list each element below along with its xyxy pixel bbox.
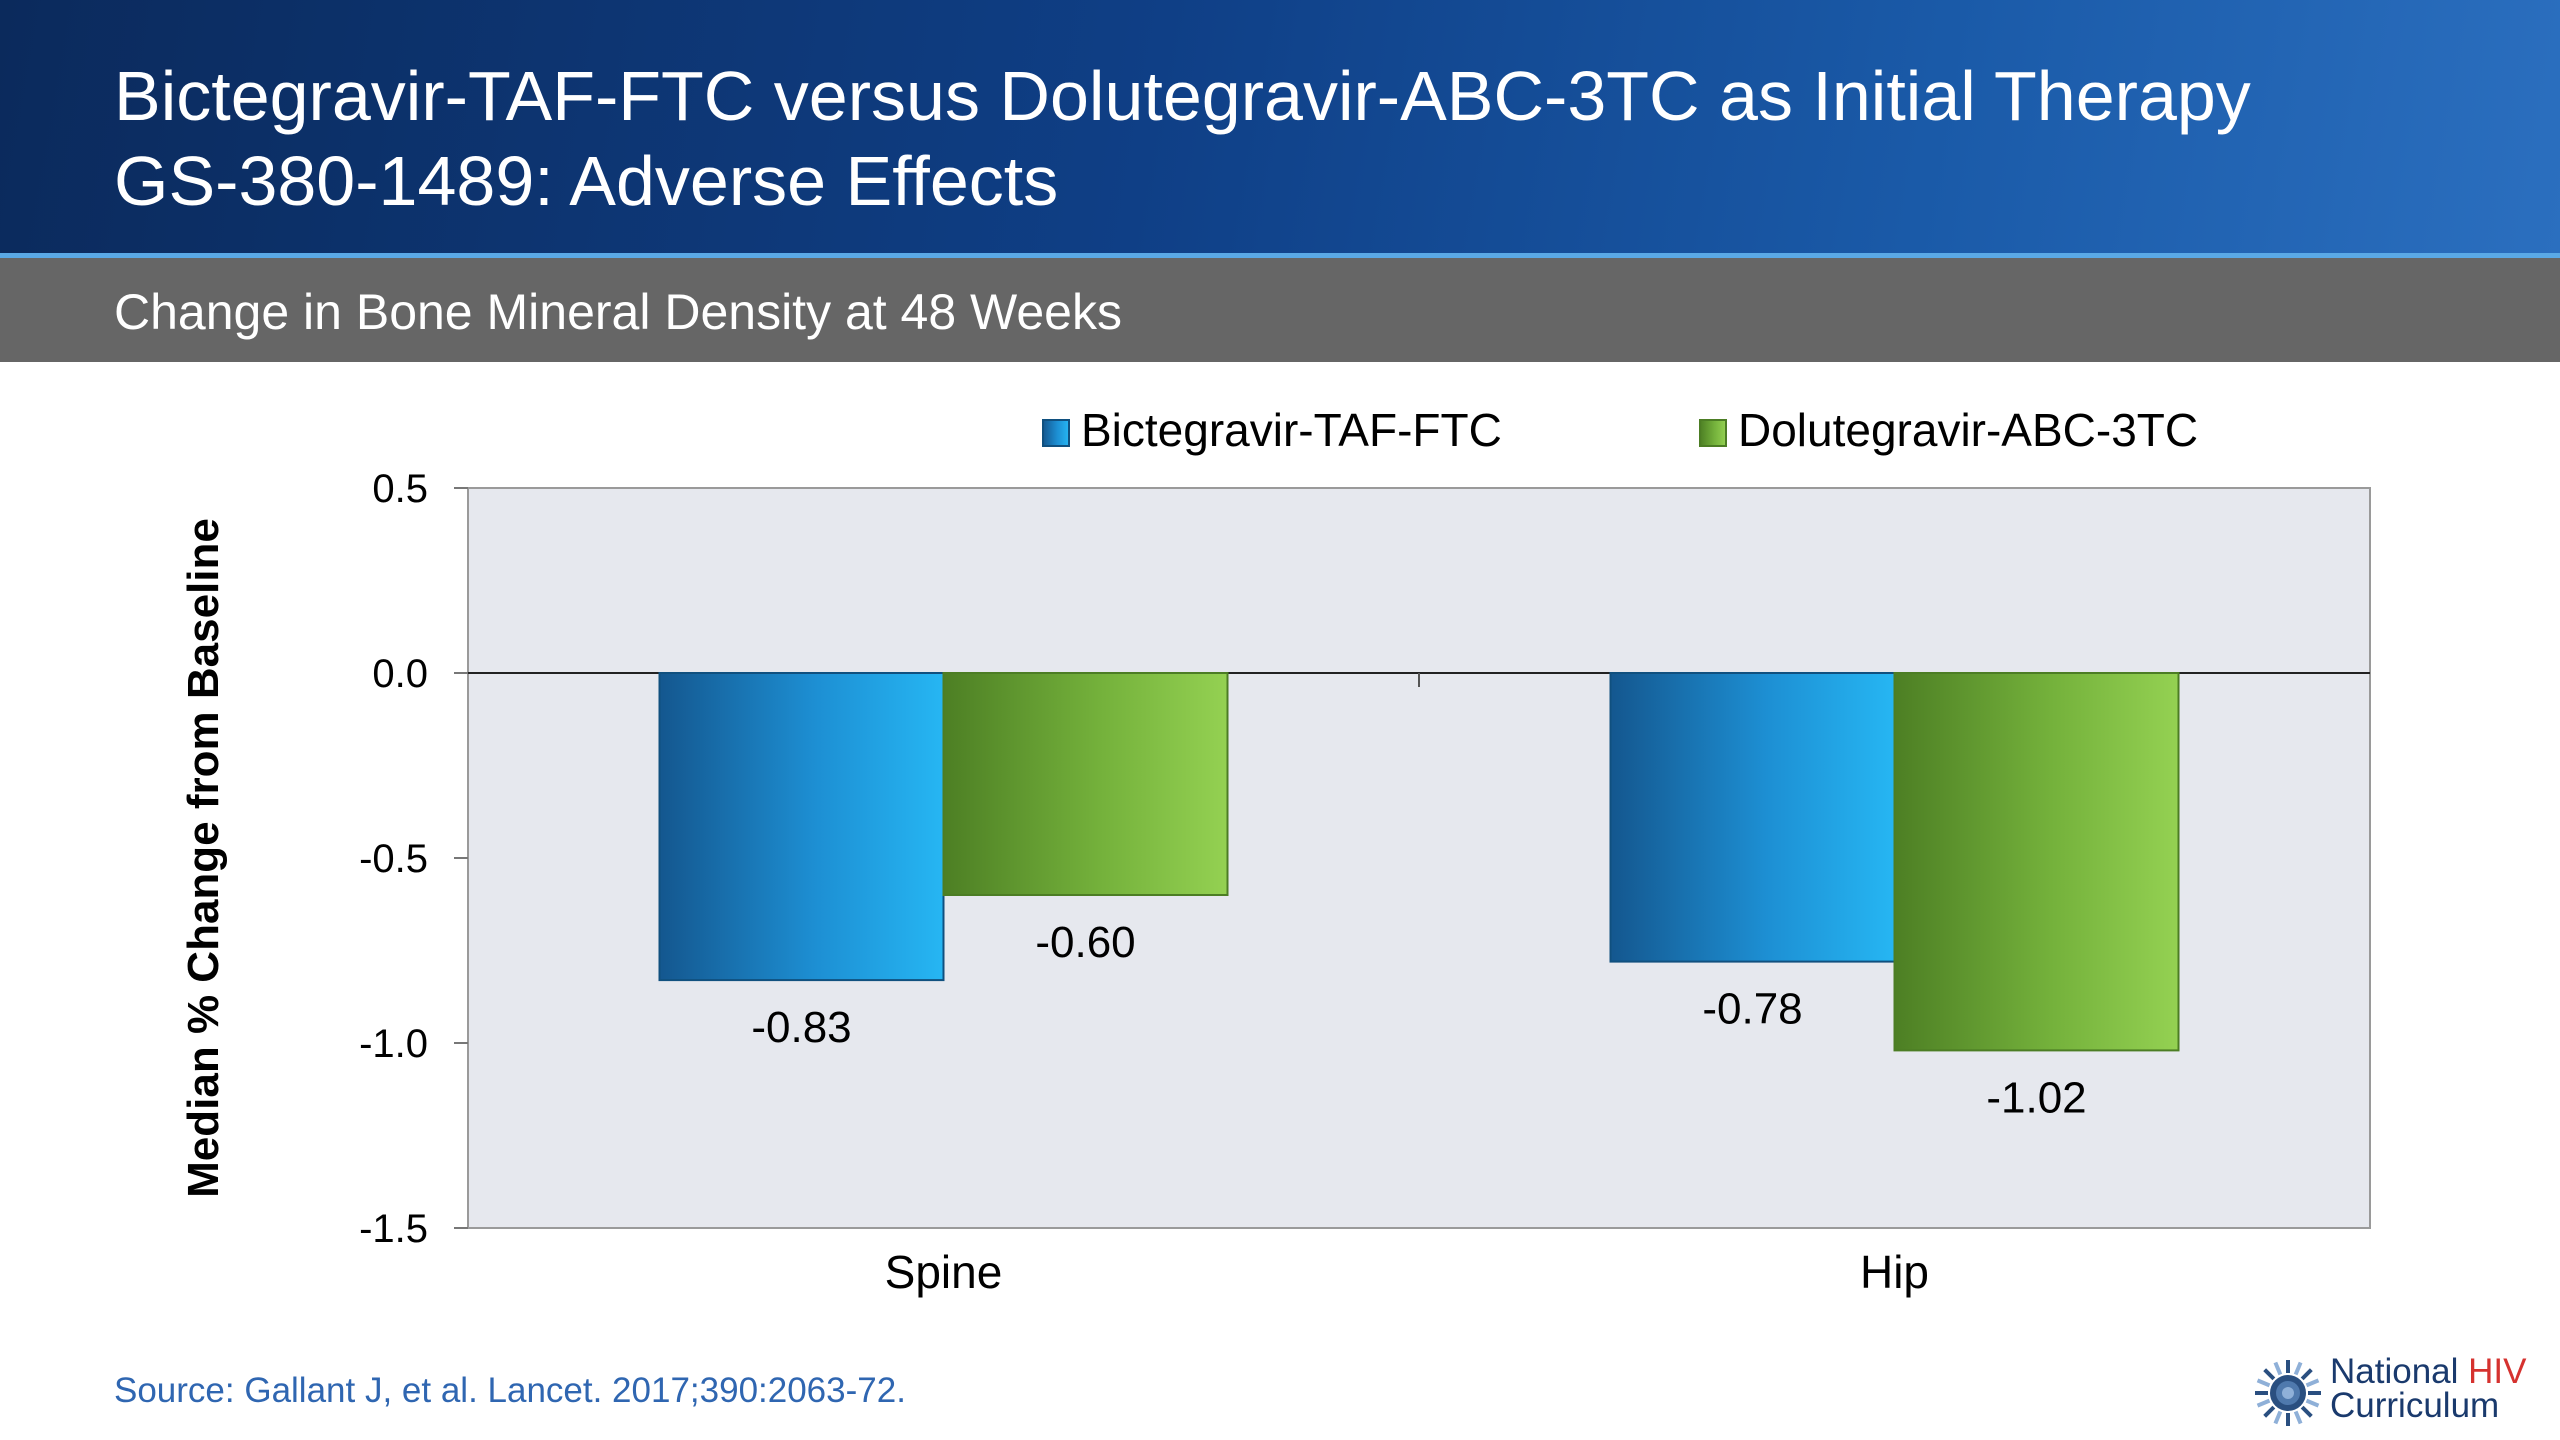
logo-text: National HIV Curriculum [2330,1352,2527,1425]
slide-title: Bictegravir-TAF-FTC versus Dolutegravir-… [114,54,2494,224]
logo-ray [2300,1405,2313,1418]
logo-ray [2256,1378,2271,1388]
legend-label-1: Bictegravir-TAF-FTC [1081,404,1502,456]
logo-ray [2305,1398,2320,1408]
y-tick-label: -0.5 [359,837,428,881]
bar-bictegravir-taf-ftc-hip [1609,672,1896,963]
logo-word-curriculum: Curriculum [2330,1386,2500,1425]
x-category-label: Hip [1860,1246,1929,1298]
data-label: -1.02 [1986,1073,2086,1122]
y-axis-title: Median % Change from Baseline [179,518,228,1198]
subtitle-bar [0,258,2560,362]
chart-subtitle: Change in Bone Mineral Density at 48 Wee… [114,284,1122,340]
slide-header [0,0,2560,253]
source-citation: Source: Gallant J, et al. Lancet. 2017;3… [114,1371,906,1410]
title-line-2: GS-380-1489: Adverse Effects [114,142,1059,220]
y-tick-label: -1.5 [359,1207,428,1251]
bar-bictegravir-taf-ftc-spine [658,672,945,982]
legend-swatch-1 [1042,419,1070,447]
data-label: -0.60 [1035,918,1135,967]
data-label: -0.78 [1702,985,1802,1034]
data-label: -0.83 [751,1003,851,1052]
title-line-1: Bictegravir-TAF-FTC versus Dolutegravir-… [114,57,2251,135]
logo-word-hiv: HIV [2468,1352,2527,1391]
logo-ray [2273,1361,2283,1376]
y-tick-label: 0.0 [372,652,428,696]
y-tick-label: 0.5 [372,467,428,511]
logo-ray [2273,1410,2283,1425]
logo-ray [2293,1361,2303,1376]
logo-ray [2300,1368,2313,1381]
header-divider [0,253,2560,258]
legend-swatch-2 [1699,419,1727,447]
legend-label-2: Dolutegravir-ABC-3TC [1738,404,2198,456]
bar-chart: 0.5 0.0 -0.5 -1.0 -1.5 -0.83 -0.60 Spine -0.78 -1… [179,404,2371,1298]
logo-ray [2263,1405,2276,1418]
bar-dolutegravir-abc-3tc-spine [942,672,1229,896]
logo-ray [2256,1398,2271,1408]
x-category-label: Spine [885,1246,1003,1298]
gear-logo-icon [2255,1360,2321,1426]
logo-ray [2305,1378,2320,1388]
bar-dolutegravir-abc-3tc-hip [1893,672,2180,1052]
y-tick-label: -1.0 [359,1022,428,1066]
logo-word-national: National [2330,1352,2469,1391]
logo-ray [2293,1410,2303,1425]
logo-ray [2263,1368,2276,1381]
nhc-logo: National HIV Curriculum [2252,1352,2542,1435]
